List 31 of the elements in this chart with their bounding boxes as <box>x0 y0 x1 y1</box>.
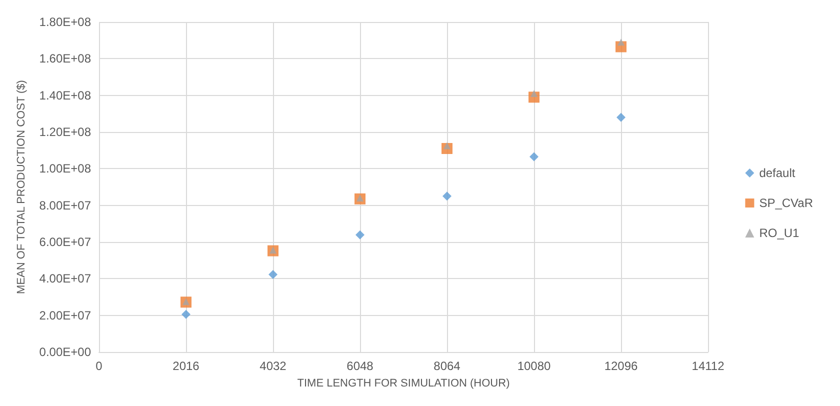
legend-label: RO_U1 <box>759 226 800 240</box>
y-tick-label: 2.00E+07 <box>39 308 92 322</box>
legend-label: SP_CVaR <box>759 196 814 210</box>
x-axis-title: TIME LENGTH FOR SIMULATION (HOUR) <box>297 378 510 390</box>
point <box>442 192 452 201</box>
y-axis-title: MEAN OF TOTAL PRODUCTION COST ($) <box>16 80 28 294</box>
x-tick-label: 12096 <box>604 359 638 373</box>
point <box>182 310 190 319</box>
x-tick-label: 14112 <box>692 359 725 373</box>
point <box>356 230 364 240</box>
point <box>616 112 626 122</box>
x-tick-label: 8064 <box>434 359 461 373</box>
y-tick-label: 1.40E+08 <box>39 88 92 102</box>
x-tick-label: 6048 <box>346 359 374 373</box>
legend-label: default <box>759 166 796 180</box>
point <box>530 90 538 97</box>
y-tick-label: 6.00E+07 <box>39 235 92 249</box>
y-tick-label: 0.00E+00 <box>39 345 92 359</box>
y-tick-label: 1.00E+08 <box>39 162 92 176</box>
y-tick-label: 4.00E+07 <box>39 272 92 286</box>
x-tick-label: 4032 <box>260 359 287 373</box>
x-tick-label: 10080 <box>517 359 552 373</box>
x-tick-label: 2016 <box>172 359 200 373</box>
x-tick-label: 0 <box>96 359 103 373</box>
y-tick-label: 8.00E+07 <box>39 198 92 212</box>
point <box>268 270 278 279</box>
point <box>618 38 624 46</box>
y-tick-label: 1.80E+08 <box>39 15 92 29</box>
point <box>530 152 538 162</box>
y-tick-label: 1.20E+08 <box>39 125 92 139</box>
y-tick-label: 1.60E+08 <box>39 52 92 66</box>
